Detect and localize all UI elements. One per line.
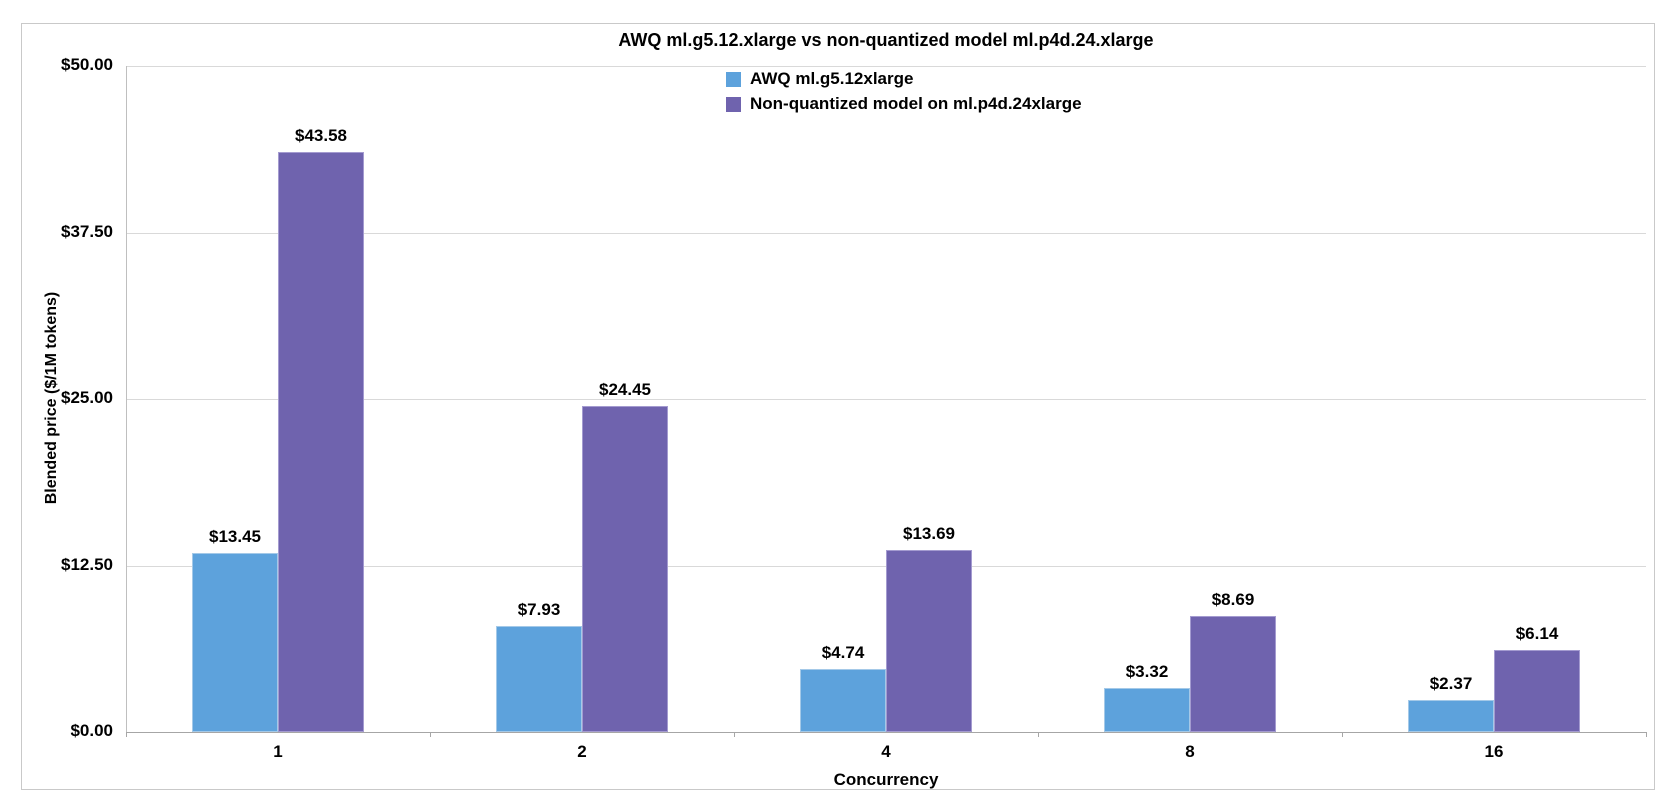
legend: AWQ ml.g5.12xlarge Non-quantized model on…	[726, 68, 1082, 115]
y-tick-label: $0.00	[70, 721, 113, 740]
bar-awq-concurrency-2: $7.93	[496, 600, 582, 732]
bar-nonquantized-concurrency-4: $13.69	[886, 524, 972, 732]
bar-awq-concurrency-4: $4.74	[800, 643, 886, 732]
bar-value-label: $13.69	[903, 524, 955, 543]
bar-awq-concurrency-1: $13.45	[192, 527, 278, 732]
bar-nonquantized-concurrency-1: $43.58	[278, 126, 364, 732]
legend-label: AWQ ml.g5.12xlarge	[750, 69, 914, 88]
x-axis-title: Concurrency	[833, 770, 939, 789]
legend-item-nonquantized: Non-quantized model on ml.p4d.24xlarge	[726, 93, 1082, 115]
bar-group-concurrency-2: $7.93 $24.45	[430, 66, 734, 732]
bar-group-concurrency-4: $4.74 $13.69	[734, 66, 1038, 732]
legend-item-awq: AWQ ml.g5.12xlarge	[726, 68, 1082, 90]
bar-group-concurrency-8: $3.32 $8.69	[1038, 66, 1342, 732]
bar-value-label: $4.74	[821, 643, 865, 662]
bar-group-concurrency-16: $2.37 $6.14	[1342, 66, 1646, 732]
gridline	[126, 232, 1646, 234]
x-category-label-8: 8	[1185, 742, 1195, 761]
y-tick-label: $37.50	[61, 221, 113, 241]
chart-container: AWQ ml.g5.12.xlarge vs non-quantized mod…	[21, 23, 1655, 790]
legend-label: Non-quantized model on ml.p4d.24xlarge	[750, 94, 1082, 113]
x-axis-tick	[734, 732, 735, 737]
bar-nonquantized-concurrency-16: $6.14	[1494, 624, 1580, 732]
bar-awq-concurrency-16: $2.37	[1408, 674, 1494, 732]
x-axis-tick	[1646, 732, 1647, 737]
legend-swatch-awq	[726, 71, 741, 87]
bar-nonquantized-concurrency-8: $8.69	[1190, 590, 1276, 732]
bar-value-label: $24.45	[599, 380, 651, 399]
x-category-label-2: 2	[577, 742, 587, 761]
x-axis-line	[126, 732, 1646, 733]
bar-value-label: $43.58	[295, 126, 347, 145]
bar-awq-concurrency-8: $3.32	[1104, 662, 1190, 732]
x-category-label-16: 16	[1484, 742, 1504, 761]
bar-value-label: $8.69	[1211, 590, 1255, 609]
bar-value-label: $13.45	[209, 527, 261, 546]
x-category-label-4: 4	[881, 742, 891, 761]
y-tick-label: $50.00	[61, 55, 113, 74]
x-axis-tick	[126, 732, 127, 737]
y-axis-line	[126, 66, 127, 732]
gridline	[126, 399, 1646, 400]
bar-value-label: $6.14	[1515, 624, 1559, 643]
chart-title: AWQ ml.g5.12.xlarge vs non-quantized mod…	[618, 30, 1154, 50]
x-axis-tick	[430, 732, 431, 737]
bar-value-label: $7.93	[517, 600, 561, 619]
legend-swatch-nonquantized	[726, 96, 741, 112]
gridline	[126, 66, 1646, 67]
y-axis-title: Blended price ($/1M tokens)	[43, 291, 60, 505]
y-tick-label: $25.00	[61, 388, 113, 407]
x-category-label-1: 1	[273, 742, 283, 761]
bar-group-concurrency-1: $13.45 $43.58	[126, 66, 430, 732]
y-tick-label: $12.50	[61, 554, 113, 574]
x-axis-tick	[1038, 732, 1039, 737]
bar-value-label: $2.37	[1429, 674, 1473, 693]
bar-nonquantized-concurrency-2: $24.45	[582, 380, 668, 732]
bar-value-label: $3.32	[1125, 662, 1169, 681]
x-axis-tick	[1342, 732, 1343, 737]
